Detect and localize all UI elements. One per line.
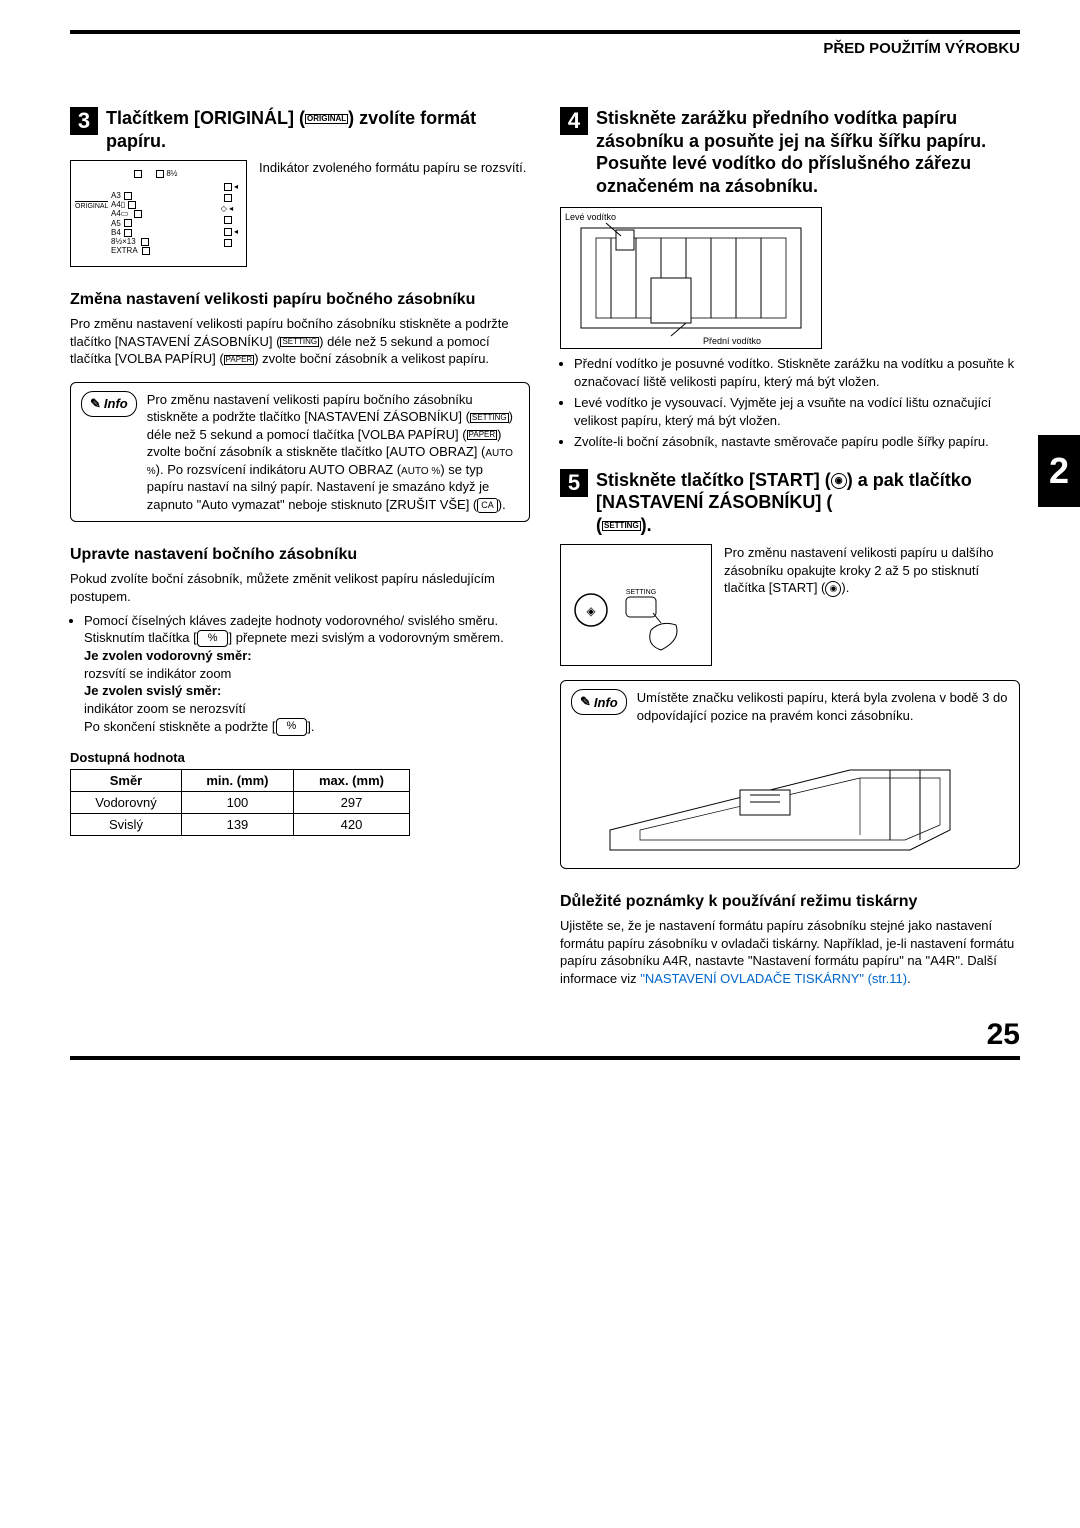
size-a3: A3	[111, 191, 121, 200]
start-icon: ◉	[825, 581, 841, 597]
size-a4b: A4	[111, 209, 121, 218]
step4-number: 4	[560, 107, 588, 135]
step3-number: 3	[70, 107, 98, 135]
step4-b3: Zvolíte-li boční zásobník, nastavte směr…	[574, 433, 1020, 451]
info-badge: Info	[81, 391, 137, 417]
step4-heading: 4 Stiskněte zarážku předního vodítka pap…	[560, 107, 1020, 197]
size-a4a: A4	[111, 200, 121, 209]
indicator-caption: Indikátor zvoleného formátu papíru se ro…	[259, 160, 526, 267]
info1-text: Pro změnu nastavení velikosti papíru boč…	[147, 391, 519, 514]
page-header: PŘED POUŽITÍM VÝROBKU	[70, 40, 1020, 57]
button-panel-illustration: ◈ SETTING	[560, 544, 712, 666]
paper-icon: PAPER	[467, 430, 498, 440]
setting-icon: SETTING	[470, 413, 509, 423]
driver-settings-link[interactable]: "NASTAVENÍ OVLADAČE TISKÁRNY" (str.11)	[640, 971, 907, 986]
htext: rozsvítí se indikátor zoom	[84, 666, 231, 681]
table-row: Svislý 139 420	[71, 813, 410, 835]
hlabel: Je zvolen vodorovný směr:	[84, 648, 252, 663]
percent-key-2: %	[276, 718, 308, 735]
info-badge-2: Info	[571, 689, 627, 715]
start-icon: ◉	[831, 473, 847, 489]
notes-heading: Důležité poznámky k používání režimu tis…	[560, 893, 1020, 911]
values-table: Směr min. (mm) max. (mm) Vodorovný 100 2…	[70, 769, 410, 836]
page-number: 25	[70, 1018, 1020, 1052]
vlabel: Je zvolen svislý směr:	[84, 683, 221, 698]
panel-original-label: ORIGINAL	[75, 201, 108, 210]
svg-text:SETTING: SETTING	[626, 589, 656, 596]
info-box-2: Info Umístěte značku velikosti papíru, k…	[560, 680, 1020, 869]
table-caption: Dostupná hodnota	[70, 750, 530, 765]
table-row: Vodorovný 100 297	[71, 791, 410, 813]
th-dir: Směr	[71, 769, 182, 791]
paper-icon: PAPER	[224, 355, 255, 365]
size-a5: A5	[111, 219, 121, 228]
adjust-list: Pomocí číselných kláves zadejte hodnoty …	[70, 612, 530, 736]
chapter-tab: 2	[1038, 435, 1080, 507]
info-box-1: Info Pro změnu nastavení velikosti papír…	[70, 382, 530, 523]
step5-title-c: ).	[641, 515, 652, 535]
setting-icon: SETTING	[602, 521, 641, 531]
adjust-b1: Pomocí číselných kláves zadejte hodnoty …	[84, 613, 498, 628]
step4-b1: Přední vodítko je posuvné vodítko. Stisk…	[574, 355, 1020, 390]
front-guide-label: Přední vodítko	[703, 336, 761, 346]
endline-b: ].	[307, 719, 314, 734]
size-8half: 8½×13	[111, 237, 136, 246]
notes-text: Ujistěte se, že je nastavení formátu pap…	[560, 917, 1020, 987]
adjust-line2b: ] přepnete mezi svislým a vodorovným smě…	[228, 630, 503, 645]
panel-illustration: 8½ ORIGINAL A3 A4▯ A4▭ A5 B4 8½×13 EXTRA…	[70, 160, 247, 267]
step5-sidetext: Pro změnu nastavení velikosti papíru u d…	[724, 544, 1020, 666]
footer-rule	[70, 1056, 1020, 1060]
info2-text: Umístěte značku velikosti papíru, která …	[637, 689, 1009, 724]
header-rule	[70, 30, 1020, 34]
endline-a: Po skončení stiskněte a podržte [	[84, 719, 276, 734]
size-extra: EXTRA	[111, 246, 137, 255]
percent-key: %	[197, 630, 229, 647]
vtext: indikátor zoom se nerozsvítí	[84, 701, 246, 716]
step4-b2: Levé vodítko je vysouvací. Vyjměte jej a…	[574, 394, 1020, 429]
setting-icon: SETTING	[280, 337, 319, 347]
step5-number: 5	[560, 469, 588, 497]
th-min: min. (mm)	[181, 769, 293, 791]
th-max: max. (mm)	[293, 769, 409, 791]
step4-title: Stiskněte zarážku předního vodítka papír…	[596, 107, 1020, 197]
original-icon: ORIGINAL	[305, 114, 348, 124]
step5-title-a: Stiskněte tlačítko [START] (	[596, 470, 831, 490]
size-b4: B4	[111, 228, 121, 237]
tray-illustration: Levé vodítko Přední vodítko	[560, 207, 822, 349]
tray-mark-illustration	[571, 730, 1009, 860]
change-setting-heading: Změna nastavení velikosti papíru bočného…	[70, 291, 530, 309]
step3-heading: 3 Tlačítkem [ORIGINÁL] (ORIGINAL) zvolít…	[70, 107, 530, 152]
adjust-heading: Upravte nastavení bočního zásobníku	[70, 546, 530, 564]
svg-text:◈: ◈	[586, 604, 596, 618]
adjust-line2a: Stisknutím tlačítka [	[84, 630, 197, 645]
change-setting-text: Pro změnu nastavení velikosti papíru boč…	[70, 315, 530, 368]
step4-bullets: Přední vodítko je posuvné vodítko. Stisk…	[560, 355, 1020, 451]
adjust-intro: Pokud zvolíte boční zásobník, můžete změ…	[70, 570, 530, 605]
step5-heading: 5 Stiskněte tlačítko [START] (◉) a pak t…	[560, 469, 1020, 537]
left-guide-label: Levé vodítko	[565, 212, 616, 222]
step3-title-a: Tlačítkem [ORIGINÁL] (	[106, 108, 305, 128]
